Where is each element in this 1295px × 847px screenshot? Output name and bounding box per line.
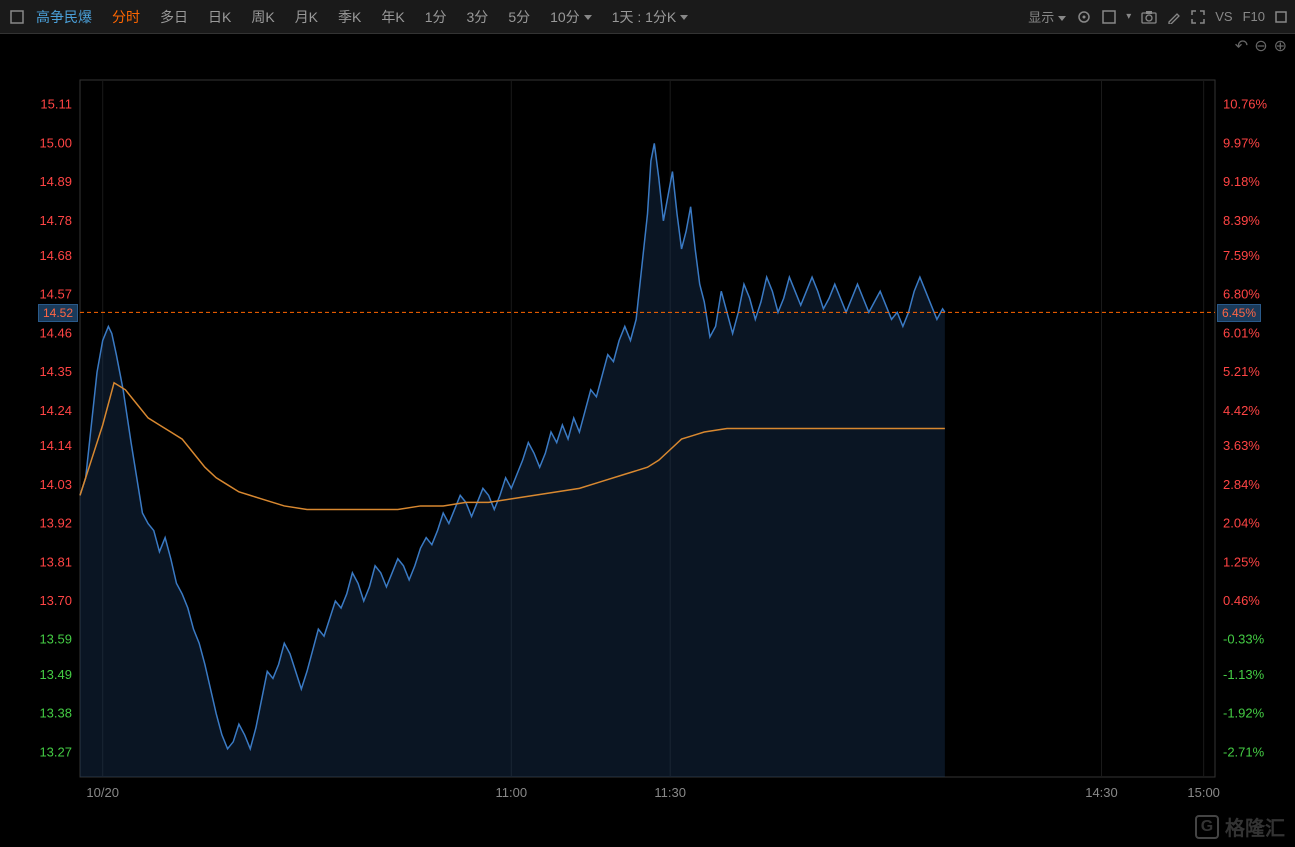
- top-toolbar: 高争民爆 分时多日日K周K月K季K年K1分3分5分10分1天 : 1分K 显示 …: [0, 0, 1295, 34]
- svg-text:-0.33%: -0.33%: [1223, 632, 1265, 647]
- edit-icon[interactable]: [1167, 10, 1181, 24]
- svg-text:15:00: 15:00: [1187, 785, 1220, 800]
- svg-text:3.63%: 3.63%: [1223, 438, 1260, 453]
- svg-text:13.27: 13.27: [39, 744, 72, 759]
- chart-zoom-toolbar: ↶ ⊖ ⊕: [1235, 36, 1287, 56]
- svg-text:7.59%: 7.59%: [1223, 248, 1260, 263]
- watermark: G 格隆汇: [1195, 812, 1285, 841]
- watermark-logo-icon: G: [1195, 815, 1219, 839]
- svg-text:14.89: 14.89: [39, 174, 72, 189]
- svg-text:15.11: 15.11: [40, 97, 72, 112]
- svg-text:-2.71%: -2.71%: [1223, 744, 1265, 759]
- svg-text:13.49: 13.49: [39, 667, 72, 682]
- svg-text:13.92: 13.92: [39, 516, 72, 531]
- square-icon[interactable]: [1275, 11, 1287, 23]
- settings-icon[interactable]: [1076, 9, 1092, 25]
- display-dropdown[interactable]: 显示: [1028, 7, 1066, 26]
- timeframe-tab-5[interactable]: 季K: [328, 9, 371, 25]
- svg-text:14.24: 14.24: [39, 403, 72, 418]
- timeframe-tab-7[interactable]: 1分: [415, 9, 457, 25]
- svg-text:15.00: 15.00: [39, 135, 72, 150]
- svg-text:14.46: 14.46: [39, 325, 72, 340]
- svg-text:4.42%: 4.42%: [1223, 403, 1260, 418]
- svg-text:10.76%: 10.76%: [1223, 97, 1268, 112]
- camera-icon[interactable]: [1141, 10, 1157, 24]
- timeframe-tab-6[interactable]: 年K: [371, 9, 414, 25]
- current-price-tag: 14.52: [38, 304, 78, 322]
- svg-text:10/20: 10/20: [86, 785, 119, 800]
- timeframe-tab-4[interactable]: 月K: [285, 9, 328, 25]
- timeframe-tab-3[interactable]: 周K: [241, 9, 284, 25]
- svg-text:11:00: 11:00: [496, 785, 528, 800]
- watermark-text: 格隆汇: [1225, 812, 1285, 841]
- svg-text:13.59: 13.59: [39, 632, 72, 647]
- timeframe-tab-11[interactable]: 1天 : 1分K: [602, 9, 699, 25]
- timeframe-tab-10[interactable]: 10分: [540, 9, 602, 25]
- svg-text:14:30: 14:30: [1085, 785, 1118, 800]
- svg-text:0.46%: 0.46%: [1223, 593, 1260, 608]
- chart-container: 15.11 15.00 14.89 14.78 14.68 14.57 14.46 14.35…: [0, 60, 1295, 817]
- timeframe-tab-1[interactable]: 多日: [150, 9, 198, 25]
- svg-text:13.38: 13.38: [39, 706, 72, 721]
- price-chart[interactable]: 15.11 15.00 14.89 14.78 14.68 14.57 14.46 14.35…: [0, 60, 1295, 817]
- svg-text:-1.13%: -1.13%: [1223, 667, 1265, 682]
- timeframe-tab-2[interactable]: 日K: [198, 9, 241, 25]
- svg-text:-1.92%: -1.92%: [1223, 706, 1265, 721]
- zoom-out-icon[interactable]: ⊖: [1254, 36, 1267, 56]
- svg-text:11:30: 11:30: [654, 785, 686, 800]
- svg-text:14.14: 14.14: [39, 438, 72, 453]
- stock-name[interactable]: 高争民爆: [30, 7, 98, 27]
- svg-text:14.57: 14.57: [39, 287, 72, 302]
- svg-text:14.68: 14.68: [39, 248, 72, 263]
- svg-text:13.81: 13.81: [39, 554, 72, 569]
- svg-text:2.04%: 2.04%: [1223, 516, 1260, 531]
- svg-text:9.97%: 9.97%: [1223, 135, 1260, 150]
- svg-text:2.84%: 2.84%: [1223, 477, 1260, 492]
- current-pct-tag: 6.45%: [1217, 304, 1261, 322]
- vs-button[interactable]: VS: [1215, 9, 1232, 24]
- timeframe-tab-0[interactable]: 分时: [102, 9, 150, 25]
- f10-button[interactable]: F10: [1243, 9, 1265, 24]
- svg-text:9.18%: 9.18%: [1223, 174, 1260, 189]
- svg-text:6.80%: 6.80%: [1223, 287, 1260, 302]
- timeframe-tab-9[interactable]: 5分: [498, 9, 540, 25]
- svg-text:6.01%: 6.01%: [1223, 325, 1260, 340]
- menu-icon[interactable]: [8, 8, 26, 26]
- timeframe-tab-8[interactable]: 3分: [457, 9, 499, 25]
- svg-text:1.25%: 1.25%: [1223, 554, 1260, 569]
- fullscreen-icon[interactable]: [1191, 10, 1205, 24]
- layout-icon[interactable]: [1102, 10, 1116, 24]
- svg-text:13.70: 13.70: [39, 593, 72, 608]
- svg-text:8.39%: 8.39%: [1223, 213, 1260, 228]
- undo-icon[interactable]: ↶: [1235, 36, 1248, 56]
- zoom-in-icon[interactable]: ⊕: [1274, 36, 1287, 56]
- right-tools: 显示 ▾ VS F10: [1028, 7, 1287, 26]
- svg-text:5.21%: 5.21%: [1223, 364, 1260, 379]
- svg-text:14.78: 14.78: [39, 213, 72, 228]
- svg-text:14.35: 14.35: [39, 364, 72, 379]
- svg-text:14.03: 14.03: [39, 477, 72, 492]
